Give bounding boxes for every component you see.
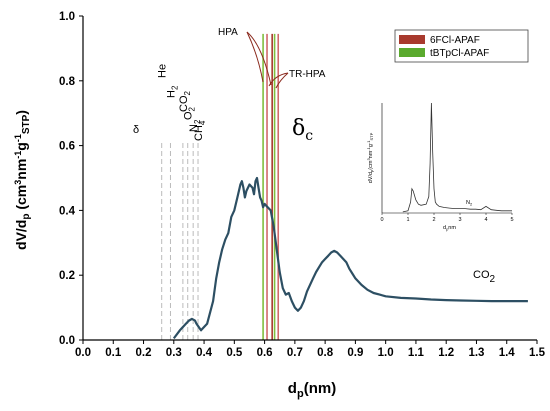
- x-tick-label: 0.3: [166, 347, 182, 359]
- y-axis-label: dV/dp (cm3nm-1g-1STP): [13, 110, 32, 250]
- x-tick-label: 0.0: [75, 347, 91, 359]
- inset-x-tick-label: 3: [458, 217, 461, 223]
- inset-series-line: [402, 102, 512, 213]
- inset-x-tick-label: 4: [484, 217, 487, 223]
- y-tick-label: 0.4: [59, 205, 76, 217]
- x-tick-label: 0.7: [287, 347, 303, 359]
- y-tick-label: 0.6: [59, 141, 75, 153]
- x-tick-label: 1.0: [378, 347, 394, 359]
- x-tick-label: 0.4: [196, 347, 213, 359]
- legend-label-tbtpcl: tBTpCl-APAF: [430, 48, 489, 59]
- molecule-label-o2: O2: [183, 106, 197, 120]
- x-tick-label: 0.9: [347, 347, 363, 359]
- x-tick-label: 1.1: [408, 347, 425, 359]
- y-tick-label: 1.0: [59, 11, 75, 23]
- x-tick-label: 1.2: [438, 347, 454, 359]
- inset-x-tick-label: 1: [406, 217, 409, 223]
- series-label-co2: CO2: [473, 269, 496, 285]
- inset-y-label: dV/dp(cm3nm-1g-1STP: [366, 132, 374, 183]
- x-tick-label: 0.1: [105, 347, 122, 359]
- co2-series-line: [172, 176, 528, 340]
- molecule-label-ch4: CH4: [193, 120, 207, 141]
- molecule-label-he: He: [157, 64, 169, 78]
- region-label-delta-c: δc: [292, 116, 313, 144]
- tr-hpa-annotation: TR-HPA: [289, 69, 326, 80]
- hpa-annotation: HPA: [218, 27, 238, 38]
- y-tick-label: 0.8: [59, 76, 76, 88]
- x-axis-label: dp(nm): [288, 380, 336, 400]
- x-tick-label: 0.5: [226, 347, 243, 359]
- x-tick-label: 0.8: [317, 347, 334, 359]
- legend-swatch-tbtpcl: [399, 48, 425, 57]
- molecule-label-h2: H2: [165, 85, 179, 98]
- x-tick-label: 1.3: [468, 347, 484, 359]
- molecule-label-co2: CO2: [178, 91, 192, 113]
- inset-x-tick-label: 0: [380, 217, 383, 223]
- inset-x-tick-label: 2: [432, 217, 435, 223]
- y-tick-label: 0.2: [59, 270, 75, 282]
- legend: 6FCl-APAF tBTpCl-APAF: [394, 29, 529, 63]
- y-tick-label: 0.0: [59, 335, 75, 347]
- inset-x-label: dpnm: [443, 225, 456, 232]
- legend-label-6fcl: 6FCl-APAF: [430, 35, 480, 46]
- x-tick-label: 0.6: [257, 347, 273, 359]
- x-tick-label: 0.2: [136, 347, 152, 359]
- inset-n2-label: N2: [466, 200, 473, 207]
- x-tick-label: 1.4: [499, 347, 516, 359]
- molecule-label-n2: N2: [188, 119, 202, 132]
- inset-x-tick-label: 5: [510, 217, 513, 223]
- legend-swatch-6fcl: [399, 35, 425, 44]
- region-label-delta: δ: [133, 124, 139, 136]
- x-tick-label: 1.5: [529, 347, 546, 359]
- inset-chart: 0 1 2 3 4 5 N2 dpnm dV/dp(cm3nm-1g-1STP: [345, 97, 523, 235]
- hpa-arrows: [246, 31, 289, 89]
